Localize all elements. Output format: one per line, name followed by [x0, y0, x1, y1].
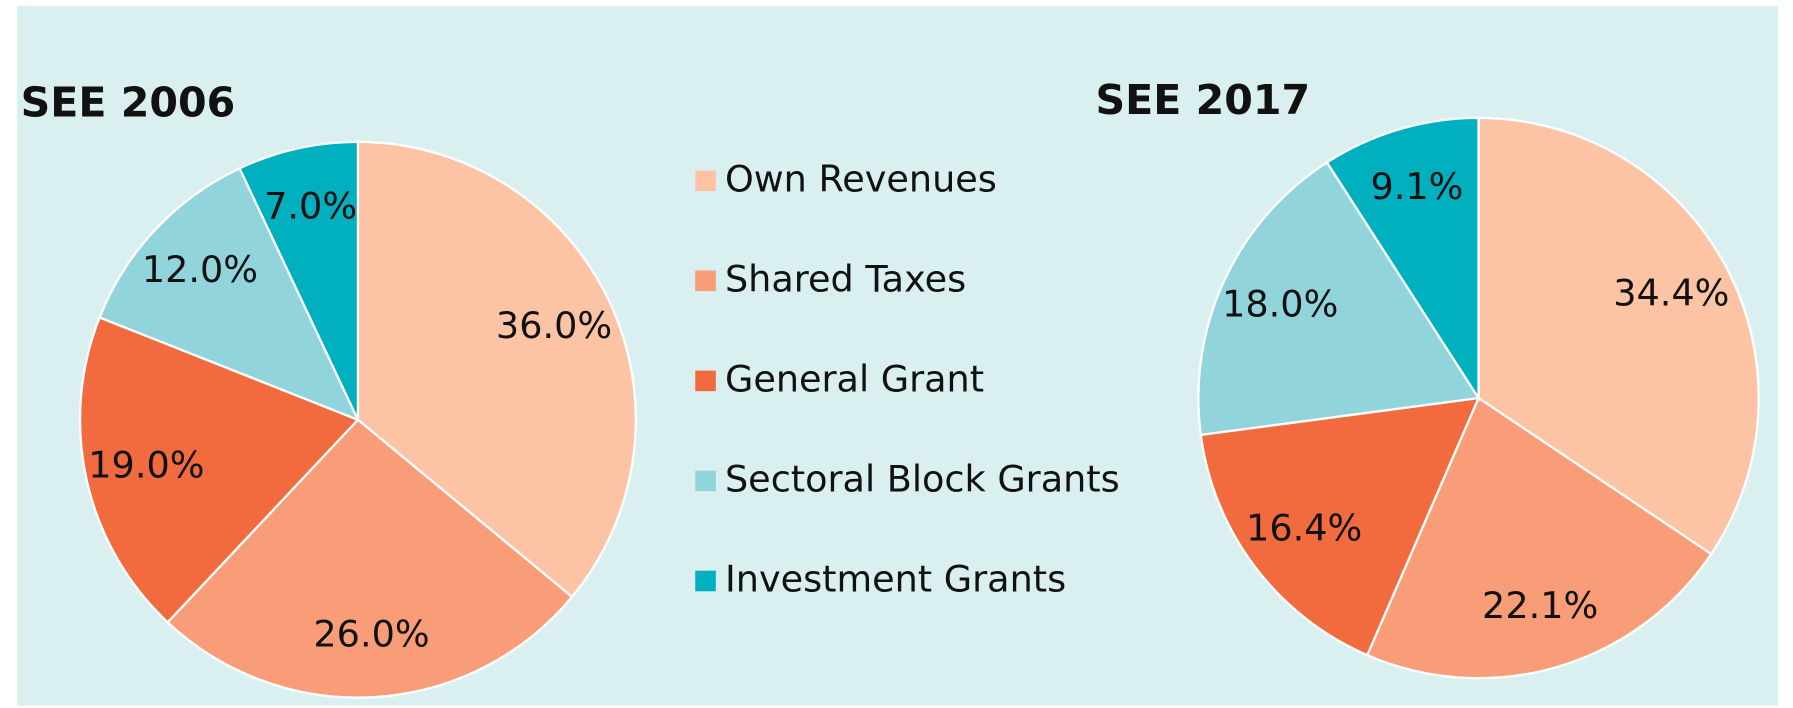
pie-slice — [1477, 116, 1760, 556]
data-label: 36.0% — [496, 304, 612, 347]
legend-label: Investment Grants — [725, 557, 1066, 600]
legend-label: Own Revenues — [725, 157, 997, 200]
data-label: 18.0% — [1222, 283, 1338, 326]
data-label: 12.0% — [142, 248, 258, 291]
data-label: 16.4% — [1246, 506, 1362, 549]
legend-label: Sectoral Block Grants — [725, 457, 1120, 500]
legend-swatch — [695, 570, 716, 592]
pie-slice — [78, 315, 360, 624]
legend-label: General Grant — [725, 357, 984, 400]
chart-title: SEE 2006 — [21, 78, 236, 126]
legend-label: Shared Taxes — [725, 257, 966, 300]
pie-slice — [98, 166, 361, 422]
pie-slice — [1325, 116, 1480, 402]
pie-slice — [356, 140, 637, 599]
data-label: 9.1% — [1370, 165, 1463, 208]
data-label: 26.0% — [313, 613, 429, 656]
pie-slice — [238, 140, 360, 421]
chart-title: SEE 2017 — [1095, 76, 1310, 124]
pie-slice — [1199, 396, 1481, 657]
legend-swatch — [695, 270, 716, 292]
pie-slice — [1197, 160, 1481, 437]
pie-slice — [1365, 396, 1713, 680]
legend-swatch — [695, 370, 716, 392]
legend-swatch — [695, 470, 716, 492]
data-label: 19.0% — [88, 444, 204, 487]
data-label: 34.4% — [1613, 272, 1729, 315]
pie-slice — [166, 418, 574, 699]
data-label: 22.1% — [1482, 584, 1598, 627]
legend-swatch — [695, 170, 716, 192]
data-label: 7.0% — [264, 185, 357, 228]
